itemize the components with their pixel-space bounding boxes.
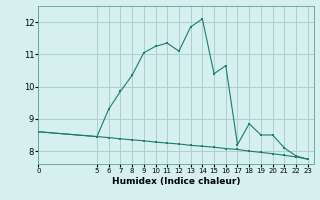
X-axis label: Humidex (Indice chaleur): Humidex (Indice chaleur): [112, 177, 240, 186]
